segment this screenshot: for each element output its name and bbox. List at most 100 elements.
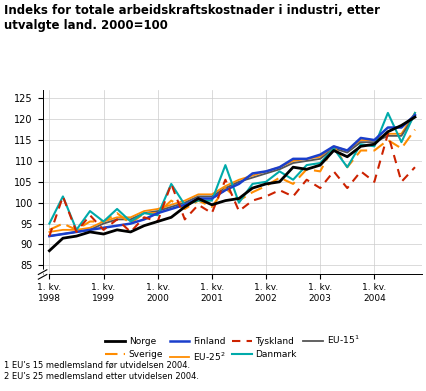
Sverige bbox=[291, 181, 296, 186]
Danmark bbox=[223, 163, 228, 167]
Norge bbox=[291, 165, 296, 170]
Danmark bbox=[291, 178, 296, 182]
EU-25 bbox=[115, 215, 120, 220]
Finland bbox=[223, 188, 228, 192]
Sverige bbox=[128, 221, 133, 226]
EU-25 bbox=[182, 198, 187, 203]
EU-25 bbox=[196, 192, 201, 197]
Sverige bbox=[263, 184, 268, 188]
Danmark bbox=[250, 181, 255, 186]
EU-25 bbox=[291, 159, 296, 163]
Danmark bbox=[345, 165, 350, 170]
Norge bbox=[250, 186, 255, 190]
Finland bbox=[345, 148, 350, 153]
Legend: Norge, Sverige, Finland, EU-25$^2$, Tyskland, Danmark, EU-15$^1$: Norge, Sverige, Finland, EU-25$^2$, Tysk… bbox=[105, 334, 359, 363]
Sverige bbox=[87, 219, 92, 224]
EU-25 bbox=[304, 156, 309, 161]
EU-15 bbox=[101, 221, 106, 226]
EU-15 bbox=[263, 171, 268, 176]
Sverige bbox=[169, 198, 174, 203]
Norge bbox=[236, 196, 242, 201]
Tyskland bbox=[141, 215, 147, 220]
Sverige bbox=[250, 190, 255, 195]
Sverige bbox=[223, 186, 228, 190]
Norge bbox=[101, 232, 106, 237]
Danmark bbox=[372, 144, 377, 149]
Norge bbox=[223, 198, 228, 203]
Danmark bbox=[182, 203, 187, 207]
Danmark bbox=[386, 111, 391, 115]
Text: 1 EU’s 15 medlemsland før utvidelsen 2004.: 1 EU’s 15 medlemsland før utvidelsen 200… bbox=[4, 361, 190, 369]
Sverige bbox=[358, 148, 363, 153]
Tyskland bbox=[345, 186, 350, 190]
Tyskland bbox=[412, 165, 417, 170]
Line: Tyskland: Tyskland bbox=[49, 134, 415, 236]
EU-25 bbox=[318, 154, 323, 159]
Line: EU-15: EU-15 bbox=[49, 115, 415, 236]
Danmark bbox=[115, 206, 120, 211]
EU-25 bbox=[331, 144, 336, 149]
Sverige bbox=[345, 165, 350, 170]
EU-15 bbox=[141, 211, 147, 215]
Line: Norge: Norge bbox=[49, 117, 415, 251]
Tyskland bbox=[101, 228, 106, 232]
Line: Sverige: Sverige bbox=[49, 129, 415, 230]
Sverige bbox=[60, 221, 66, 226]
Finland bbox=[196, 196, 201, 201]
Danmark bbox=[263, 179, 268, 184]
EU-25 bbox=[345, 148, 350, 153]
EU-15 bbox=[74, 230, 79, 234]
Norge bbox=[358, 144, 363, 149]
Norge bbox=[60, 236, 66, 240]
Sverige bbox=[236, 198, 242, 203]
EU-15 bbox=[304, 159, 309, 163]
Danmark bbox=[128, 219, 133, 224]
Danmark bbox=[60, 194, 66, 199]
EU-25 bbox=[372, 138, 377, 142]
EU-15 bbox=[318, 156, 323, 161]
Norge bbox=[155, 219, 160, 224]
EU-25 bbox=[263, 169, 268, 174]
EU-25 bbox=[209, 192, 214, 197]
EU-15 bbox=[128, 217, 133, 222]
Danmark bbox=[141, 211, 147, 215]
Sverige bbox=[196, 198, 201, 203]
Danmark bbox=[101, 219, 106, 224]
Tyskland bbox=[60, 194, 66, 199]
EU-25 bbox=[250, 173, 255, 178]
EU-15 bbox=[115, 217, 120, 222]
Norge bbox=[277, 179, 282, 184]
Finland bbox=[128, 221, 133, 226]
Danmark bbox=[74, 228, 79, 232]
Tyskland bbox=[74, 230, 79, 234]
Finland bbox=[141, 217, 147, 222]
Line: Danmark: Danmark bbox=[49, 113, 415, 230]
Sverige bbox=[277, 175, 282, 180]
Sverige bbox=[209, 204, 214, 209]
Finland bbox=[87, 228, 92, 232]
Tyskland bbox=[318, 186, 323, 190]
EU-15 bbox=[169, 204, 174, 209]
Norge bbox=[263, 181, 268, 186]
Danmark bbox=[331, 146, 336, 151]
Norge bbox=[318, 163, 323, 167]
Finland bbox=[101, 225, 106, 230]
Norge bbox=[345, 154, 350, 159]
Tyskland bbox=[358, 169, 363, 174]
Finland bbox=[74, 230, 79, 234]
Sverige bbox=[101, 219, 106, 224]
Text: 2 EU’s 25 medlemsland etter utvidelsen 2004.: 2 EU’s 25 medlemsland etter utvidelsen 2… bbox=[4, 372, 199, 381]
Sverige bbox=[304, 167, 309, 172]
Norge bbox=[115, 228, 120, 232]
Tyskland bbox=[169, 181, 174, 186]
Norge bbox=[372, 142, 377, 147]
EU-25 bbox=[87, 225, 92, 230]
Danmark bbox=[209, 198, 214, 203]
Danmark bbox=[412, 111, 417, 115]
Finland bbox=[209, 196, 214, 201]
Finland bbox=[236, 181, 242, 186]
EU-15 bbox=[87, 228, 92, 232]
Tyskland bbox=[209, 211, 214, 215]
Tyskland bbox=[182, 217, 187, 222]
EU-15 bbox=[60, 232, 66, 237]
